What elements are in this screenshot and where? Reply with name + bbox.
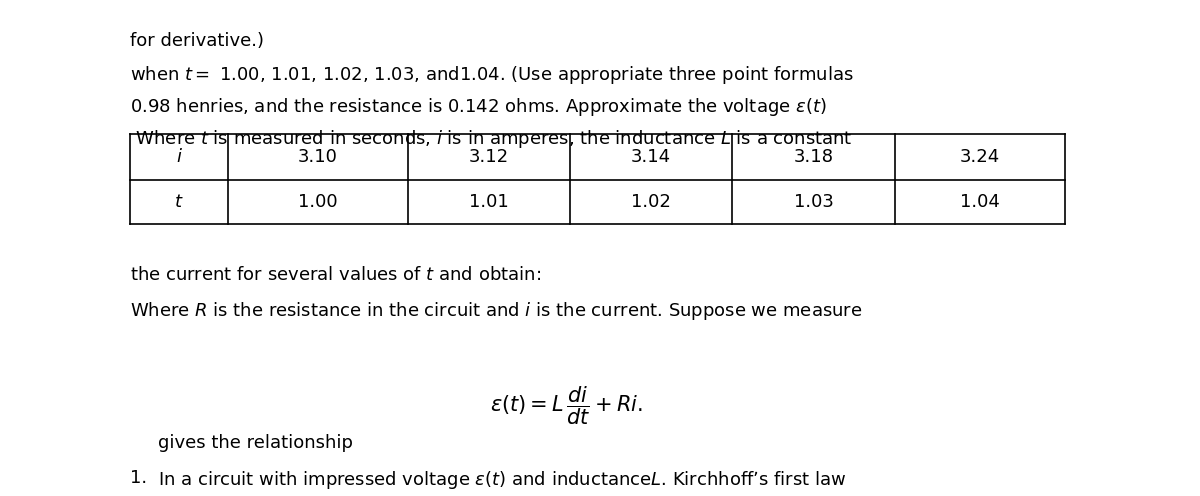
Text: 3.24: 3.24 <box>960 148 1000 166</box>
Text: 0.98 henries, and the resistance is 0.142 ohms. Approximate the voltage $\vareps: 0.98 henries, and the resistance is 0.14… <box>130 96 827 118</box>
Text: 3.18: 3.18 <box>793 148 834 166</box>
Text: gives the relationship: gives the relationship <box>158 434 353 452</box>
Text: In a circuit with impressed voltage $\varepsilon(t)$ and inductance$L$. Kirchhof: In a circuit with impressed voltage $\va… <box>158 469 846 491</box>
Text: $t$: $t$ <box>174 193 184 211</box>
Text: 1.: 1. <box>130 469 148 487</box>
Text: $\varepsilon(t) = L\,\dfrac{di}{dt} + Ri.$: $\varepsilon(t) = L\,\dfrac{di}{dt} + Ri… <box>490 384 643 427</box>
Text: the current for several values of $t$ and obtain:: the current for several values of $t$ an… <box>130 266 541 284</box>
Text: 1.04: 1.04 <box>960 193 1000 211</box>
Text: 1.03: 1.03 <box>793 193 834 211</box>
Text: 3.10: 3.10 <box>298 148 338 166</box>
Text: Where $t$ is measured in seconds, $i$ is in amperes, the inductance $L$ is a con: Where $t$ is measured in seconds, $i$ is… <box>130 128 852 150</box>
Text: for derivative.): for derivative.) <box>130 32 264 50</box>
Text: 1.00: 1.00 <box>298 193 338 211</box>
Text: 3.14: 3.14 <box>631 148 671 166</box>
Text: when $t =$ 1.00, 1.01, 1.02, 1.03, and1.04. (Use appropriate three point formula: when $t =$ 1.00, 1.01, 1.02, 1.03, and1.… <box>130 64 853 86</box>
Text: Where $R$ is the resistance in the circuit and $i$ is the current. Suppose we me: Where $R$ is the resistance in the circu… <box>130 300 863 322</box>
Text: $i$: $i$ <box>175 148 182 166</box>
Text: 1.01: 1.01 <box>469 193 509 211</box>
Text: 3.12: 3.12 <box>469 148 509 166</box>
Text: 1.02: 1.02 <box>631 193 671 211</box>
